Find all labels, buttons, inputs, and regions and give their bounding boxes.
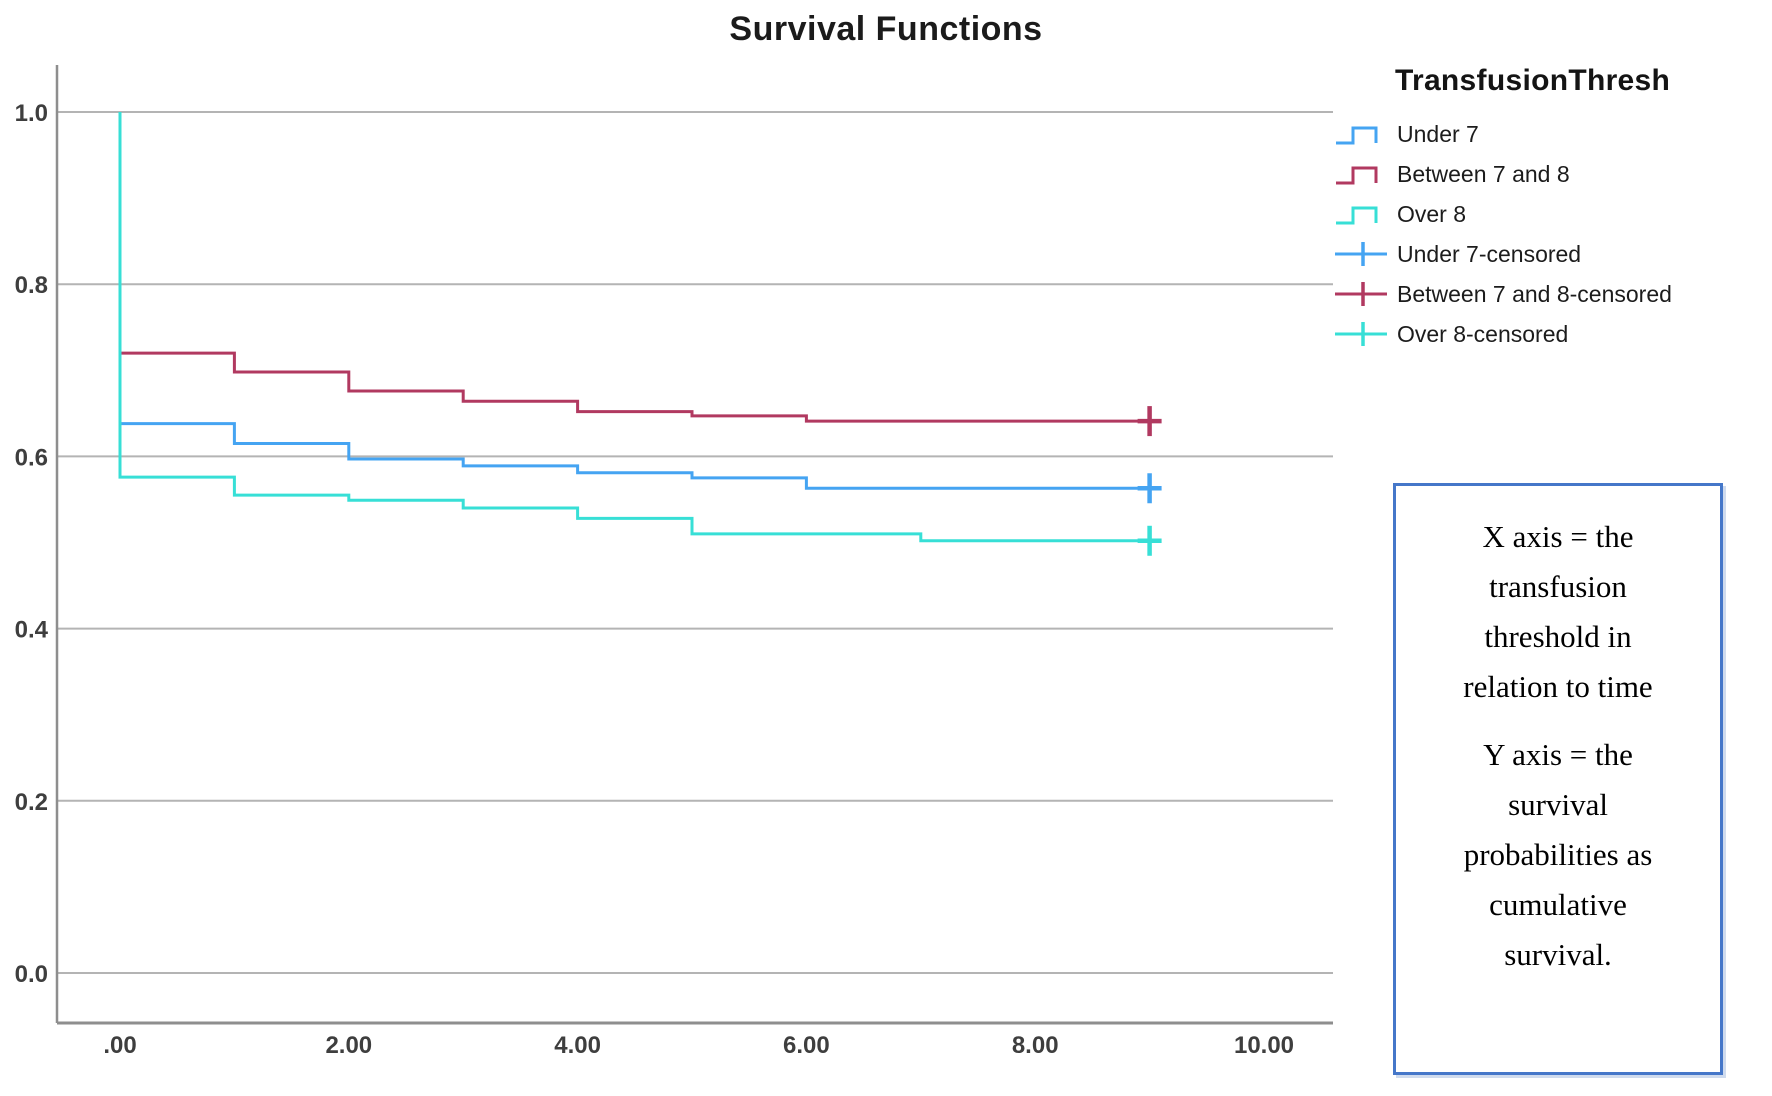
legend-item: Over 8 <box>1333 194 1769 234</box>
annotation-line: relation to time <box>1463 669 1653 704</box>
series-over-8 <box>118 112 1162 556</box>
step-line-icon <box>1336 166 1378 185</box>
x-tick-label: 6.00 <box>783 1032 830 1059</box>
step-line-glyph <box>1336 126 1378 145</box>
step-line-glyph <box>1336 206 1378 225</box>
survival-curve-over-8 <box>118 112 1150 543</box>
annotation-y-axis-text: Y axis = the survival probabilities as cumu… <box>1396 730 1720 980</box>
censored-marker-over-8 <box>1137 525 1162 556</box>
legend-item: Between 7 and 8-censored <box>1333 274 1769 314</box>
annotation-line: survival. <box>1504 937 1612 972</box>
legend-items: Under 7 Between 7 and 8 Over 8 Under 7-cens… <box>1333 114 1769 354</box>
legend-item-label: Over 8-censored <box>1397 320 1569 347</box>
censored-marker-under-7 <box>1137 473 1162 504</box>
survival-curve-under-7 <box>118 112 1150 490</box>
x-tick-labels: .00 2.00 4.00 6.00 8.00 10.00 <box>103 1032 1294 1059</box>
gridlines <box>57 111 1333 974</box>
legend-item: Between 7 and 8 <box>1333 154 1769 194</box>
step-line-icon <box>1336 206 1378 225</box>
x-tick-label: .00 <box>103 1032 136 1059</box>
survival-curve-between-7-and-8 <box>118 112 1150 423</box>
annotation-line: survival <box>1508 787 1608 822</box>
legend: TransfusionThresh Under 7 Between 7 and 8… <box>1333 64 1769 354</box>
x-tick-label: 4.00 <box>554 1032 601 1059</box>
legend-item-label: Under 7 <box>1397 120 1479 147</box>
legend-item-label: Between 7 and 8-censored <box>1397 280 1672 307</box>
y-tick-label: 0.2 <box>15 789 48 816</box>
legend-item-label: Over 8 <box>1397 200 1467 227</box>
annotation-box: X axis = the transfusion threshold in relat… <box>1393 483 1723 1075</box>
censored-cross-icon <box>1335 322 1387 346</box>
chart-title: Survival Functions <box>729 10 1043 48</box>
x-tick-label: 10.00 <box>1234 1032 1294 1059</box>
legend-item-label: Under 7-censored <box>1397 240 1582 267</box>
y-tick-label: 0.8 <box>15 272 48 299</box>
legend-item-label: Between 7 and 8 <box>1397 160 1570 187</box>
annotation-line: threshold in <box>1484 619 1632 654</box>
y-tick-labels: 0.0 0.2 0.4 0.6 0.8 1.0 <box>15 100 49 988</box>
annotation-line: Y axis = the <box>1483 737 1633 772</box>
x-tick-label: 8.00 <box>1012 1032 1059 1059</box>
censored-cross-icon <box>1335 242 1387 266</box>
y-tick-label: 0.0 <box>15 961 48 988</box>
step-line-icon <box>1336 126 1378 145</box>
censored-marker-between-7-and-8 <box>1137 406 1162 437</box>
x-tick-label: 2.00 <box>325 1032 372 1059</box>
series-under-7 <box>118 112 1162 504</box>
y-tick-label: 0.6 <box>15 444 48 471</box>
y-tick-label: 0.4 <box>15 617 49 644</box>
step-line-glyph <box>1336 166 1378 185</box>
censored-cross-icon <box>1335 282 1387 306</box>
annotation-line: probabilities as <box>1463 837 1653 872</box>
legend-item: Under 7-censored <box>1333 234 1769 274</box>
legend-title: TransfusionThresh <box>1395 64 1671 97</box>
annotation-line: transfusion <box>1489 569 1627 604</box>
y-tick-label: 1.0 <box>15 100 48 127</box>
axes <box>55 65 1333 1025</box>
legend-item: Over 8-censored <box>1333 314 1769 354</box>
annotation-line: X axis = the <box>1482 519 1634 554</box>
series-between-7-and-8 <box>118 112 1162 437</box>
annotation-paragraph-gap <box>1396 712 1720 730</box>
annotation-line: cumulative <box>1489 887 1627 922</box>
annotation-x-axis-text: X axis = the transfusion threshold in relat… <box>1396 512 1720 712</box>
legend-item: Under 7 <box>1333 114 1769 154</box>
